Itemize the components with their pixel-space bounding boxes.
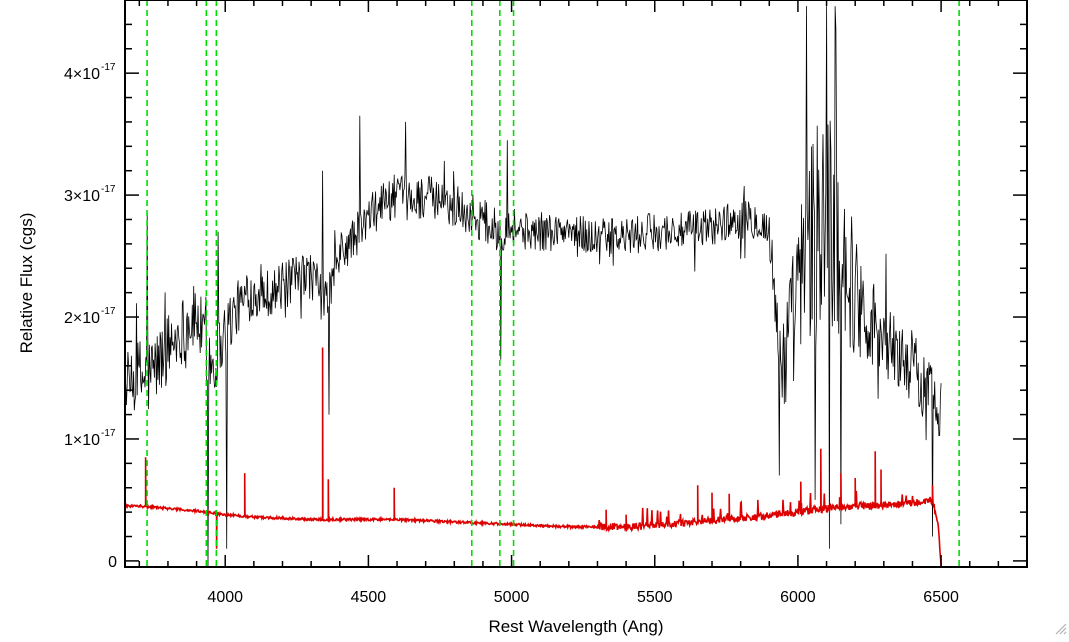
marker-lines-layer [146, 0, 960, 567]
y-tick-label: 1×10 [64, 432, 100, 449]
plot-data-layer [125, 6, 1027, 567]
x-tick-label: 4000 [207, 589, 243, 606]
x-tick-label: 5000 [494, 589, 530, 606]
y-tick-exponent: -17 [101, 184, 116, 195]
y-tick-label: 2×10 [64, 310, 100, 327]
x-tick-label: 4500 [351, 589, 387, 606]
y-tick-label: 4×10 [64, 66, 100, 83]
y-tick-exponent: -17 [101, 428, 116, 439]
y-axis-label: Relative Flux (cgs) [17, 213, 36, 354]
x-tick-label: 6000 [780, 589, 816, 606]
observed-spectrum-line [125, 6, 942, 567]
y-tick-label: 3×10 [64, 188, 100, 205]
y-tick-exponent: -17 [101, 62, 116, 73]
plot-frame [124, 0, 1028, 568]
model-spectrum-line [125, 347, 1027, 567]
resize-grip-icon[interactable] [1053, 621, 1067, 635]
x-tick-label: 6500 [923, 589, 959, 606]
y-tick-label: 0 [108, 554, 117, 571]
y-tick-exponent: -17 [101, 306, 116, 317]
x-axis-label: Rest Wavelength (Ang) [488, 617, 663, 636]
x-tick-label: 5500 [637, 589, 673, 606]
